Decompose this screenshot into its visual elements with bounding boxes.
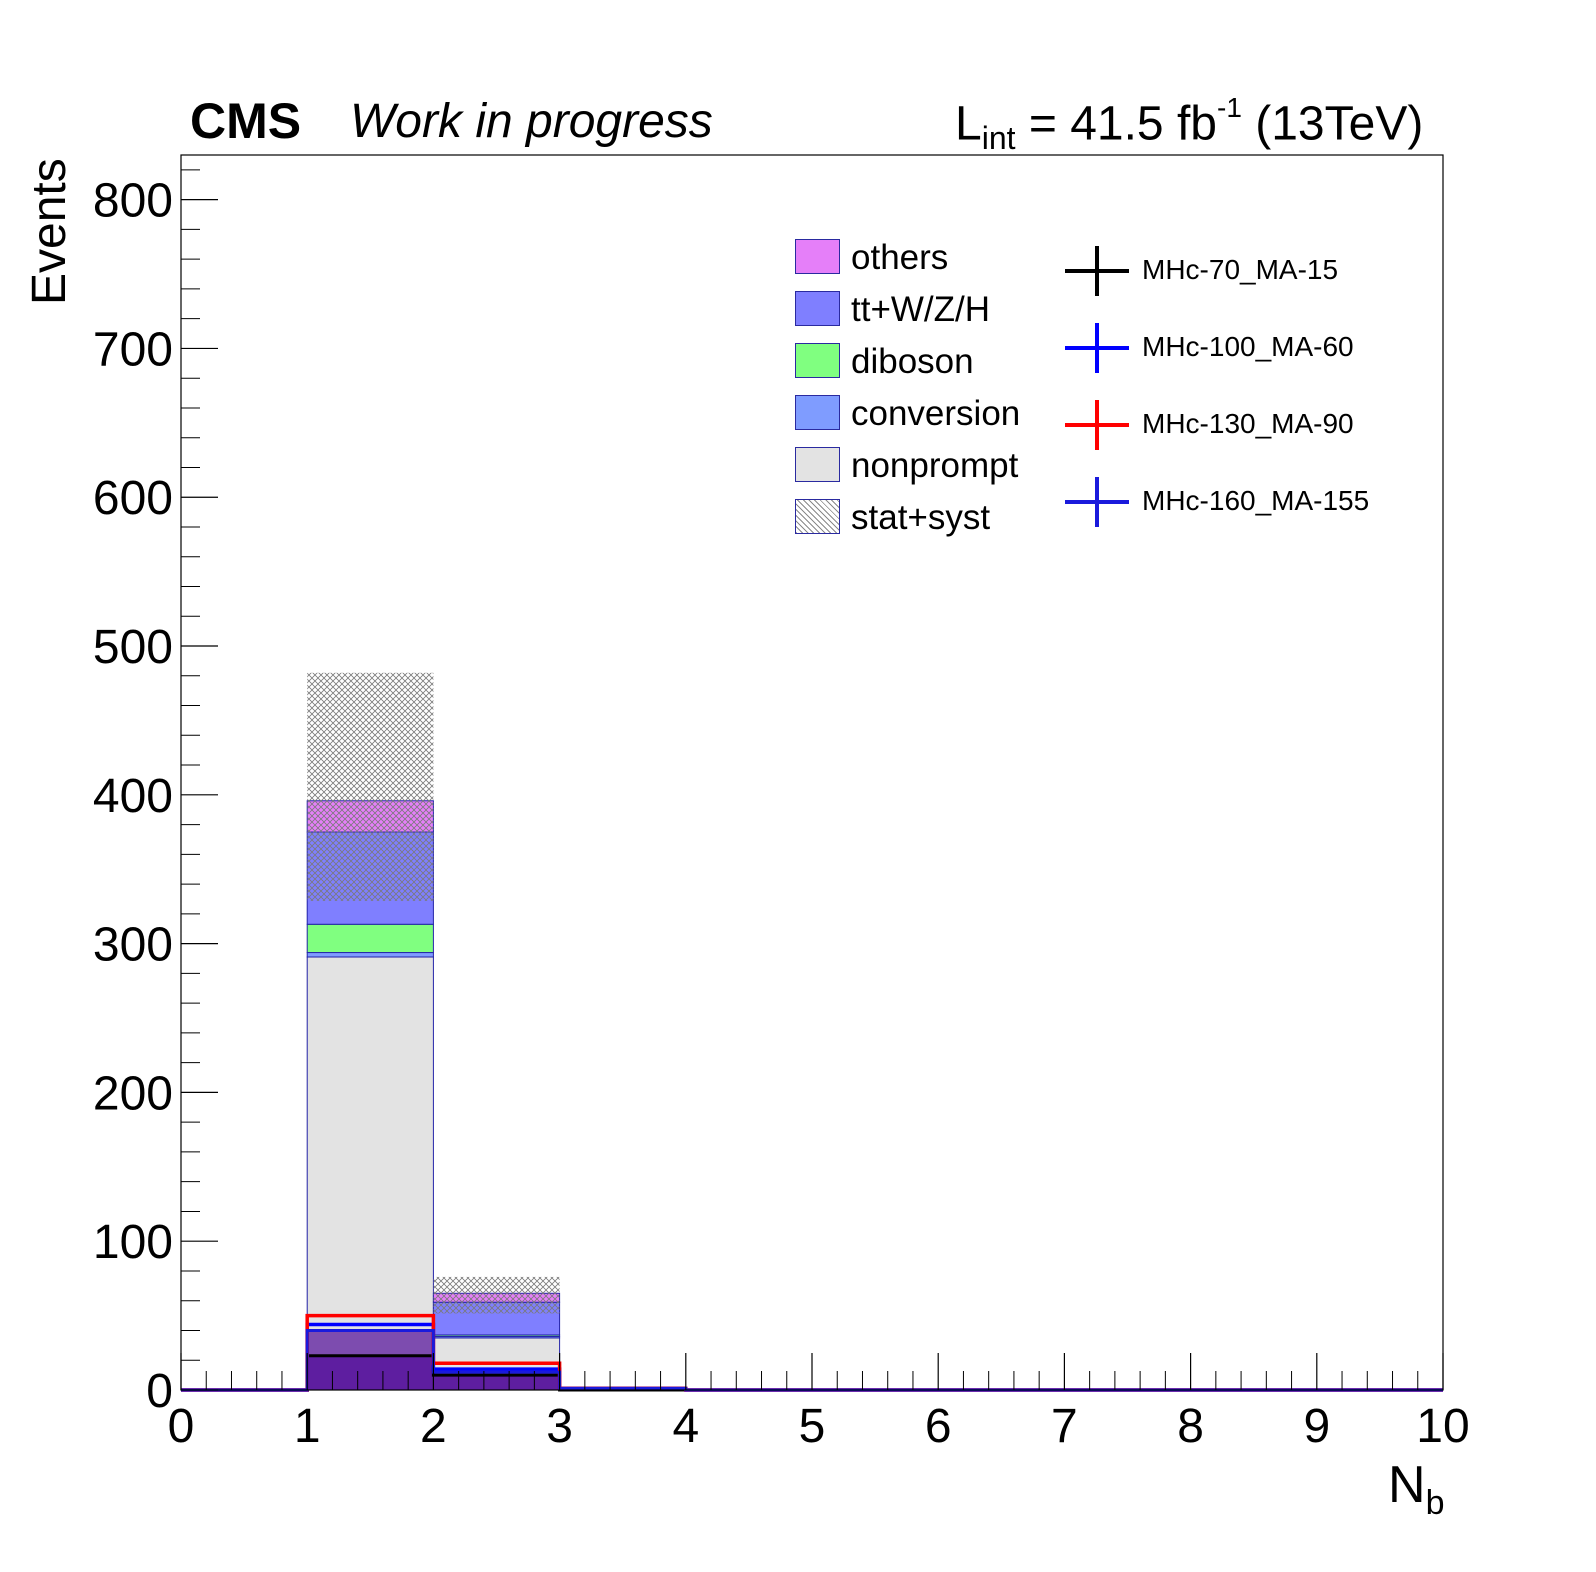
bar-conversion-bin-1	[306, 952, 434, 958]
y-tick-label: 300	[93, 919, 173, 972]
x-tick-label: 1	[294, 1400, 321, 1453]
legend-label: nonprompt	[851, 446, 1019, 485]
legend-marker-mhc-70_ma-15	[1065, 246, 1129, 296]
uncertainty-bin-1	[307, 672, 434, 901]
legend-swatch-stat-syst	[795, 499, 840, 534]
x-axis-label: Nb	[1388, 1456, 1445, 1522]
y-tick-label: 200	[93, 1067, 173, 1120]
legend-label: MHc-100_MA-60	[1142, 331, 1354, 362]
x-tick-label: 3	[546, 1400, 573, 1453]
x-tick-label: 7	[1051, 1400, 1078, 1453]
status-label: Work in progress	[350, 95, 713, 148]
y-tick-label: 600	[93, 472, 173, 525]
legend-swatch-diboson	[795, 343, 840, 378]
experiment-label: CMS	[190, 93, 302, 149]
bar-diboson-bin-1	[306, 923, 434, 954]
y-axis-label: Events	[23, 158, 76, 305]
signal-fill	[307, 1330, 686, 1390]
legend-label: diboson	[851, 342, 974, 381]
legend-label: MHc-130_MA-90	[1142, 408, 1354, 439]
y-tick-label: 0	[146, 1365, 173, 1418]
legend-marker-mhc-160_ma-155	[1065, 477, 1129, 527]
signal-fill-upper-bin-1	[307, 1330, 434, 1390]
legend-label: MHc-70_MA-15	[1142, 254, 1339, 285]
legend-label: stat+syst	[851, 498, 991, 537]
y-tick-label: 100	[93, 1216, 173, 1269]
x-tick-label: 0	[168, 1400, 195, 1453]
uncertainty-bin-2	[433, 1276, 560, 1314]
x-tick-label: 4	[672, 1400, 699, 1453]
legend-swatch-conversion	[795, 395, 840, 430]
axes: 0 100 200 300 400 500 600 700 800 0 1 2 3 4 5 6 7 8 9 10	[93, 169, 1470, 1453]
legend-marker-mhc-100_ma-60	[1065, 323, 1129, 373]
legend-label: others	[851, 238, 949, 277]
legend-label: MHc-160_MA-155	[1142, 485, 1370, 516]
legend-swatch-others	[795, 239, 840, 274]
x-tick-label: 5	[799, 1400, 826, 1453]
y-tick-label: 500	[93, 621, 173, 674]
x-tick-label: 8	[1177, 1400, 1204, 1453]
legend-marker-mhc-130_ma-90	[1065, 400, 1129, 450]
legend-swatch-tt-w-z-h	[795, 291, 840, 326]
x-tick-label: 10	[1416, 1400, 1469, 1453]
x-tick-label: 2	[420, 1400, 447, 1453]
x-tick-label: 6	[925, 1400, 952, 1453]
y-tick-label: 800	[93, 175, 173, 228]
y-tick-label: 400	[93, 770, 173, 823]
uncertainty-band	[307, 672, 686, 1389]
x-tick-label: 9	[1303, 1400, 1330, 1453]
luminosity-label: Lint = 41.5 fb-1 (13TeV)	[955, 92, 1424, 156]
legend-swatch-nonprompt	[795, 447, 840, 482]
y-tick-label: 700	[93, 323, 173, 376]
legend-label: tt+W/Z/H	[851, 290, 991, 329]
bar-nonprompt-bin-1	[306, 956, 434, 1391]
legend-label: conversion	[851, 394, 1021, 433]
